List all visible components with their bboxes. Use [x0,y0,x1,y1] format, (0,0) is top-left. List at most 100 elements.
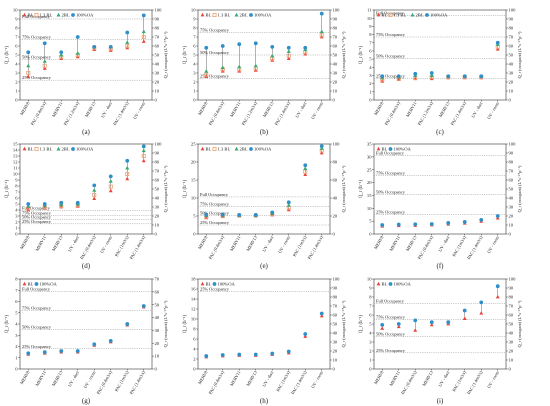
x-tick-label: PAC (1m3/s) [114,235,130,258]
y-tick-label: 8 [193,327,196,332]
y-tick-label: 10 [191,196,196,201]
y2-tick-label: 20 [509,214,514,219]
point-oa [75,200,80,205]
reference-line-label: 50% Occupancy [22,215,52,220]
reference-line-label: 75% Occupancy [22,210,52,215]
y2-tick-label: 30 [509,71,514,76]
point-oa [319,11,324,16]
panel-label: (d) [82,262,91,270]
y2-tick-label: 10 [509,223,514,228]
panel-label: (e) [260,262,268,270]
panel-label: (c) [436,128,444,136]
y-tick-label: 7 [15,288,18,293]
y2-tick-label: 40 [155,62,160,67]
x-tick-label: MERV8 [197,100,209,116]
legend-marker-oa [388,282,393,286]
plot-frame [197,143,331,235]
x-tick-label: MERV11 [388,370,401,387]
point-bl2 [220,65,225,70]
point-oa [270,210,275,215]
point-bl2 [237,64,242,69]
y2-tick-label: 100 [333,8,341,13]
y2-tick-label: 70 [155,277,160,282]
legend-label-oa: 100%OA [254,13,272,18]
legend-label-bl13: 1.3 BL [218,147,231,152]
legend-marker-bl13 [212,12,217,17]
y-tick-label: 4 [15,322,18,327]
y-tick-label: 9 [193,17,196,22]
y-tick-label: 0 [193,98,196,103]
legend-marker-bl2 [234,146,239,151]
y2-tick-label: 30 [509,205,514,210]
x-tick-label: PAC (1m3/s) [292,235,308,258]
point-oa [108,45,113,49]
legend-marker-oa [34,282,39,286]
point-oa [396,74,401,79]
y-tick-label: 5 [369,219,372,224]
point-oa [26,50,31,55]
y2-tick-label: 100 [155,142,163,147]
x-tick-label: PAC (1m3/s) [451,235,467,258]
y-tick-label: 10 [191,8,196,13]
x-tick-label: MERV8 [19,234,31,250]
y2-axis-label: Q_r (occupant) (L*s⁻¹*p⁻¹) [341,31,346,78]
point-oa [141,144,146,149]
point-oa [141,304,146,308]
point-bl13 [92,192,97,197]
legend-marker-bl2 [410,12,415,17]
panel-e: 0 5 10 15 20 25 0 20 40 60 80 100 Q_r (h⁻¹) Q_r (occu… [182,142,346,270]
y2-tick-label: 90 [509,286,514,291]
y2-tick-label: 40 [155,315,160,320]
y2-axis-label: Q_r (occupant) (L*s⁻¹*p⁻¹) [517,31,522,78]
point-oa [125,322,130,326]
y-tick-label: 9 [369,286,372,291]
y-tick-label: 8 [15,277,18,282]
y2-tick-label: 60 [155,289,160,294]
point-bl13 [303,169,308,174]
point-oa [303,45,308,50]
point-bl [141,158,146,163]
point-bl [303,172,308,176]
y-tick-label: 8 [15,26,18,31]
point-oa [446,74,451,79]
x-tick-label: MERV8 [19,369,31,385]
y-tick-label: 0 [15,367,18,372]
point-bl13 [319,33,324,38]
y-tick-label: 3 [369,340,372,345]
point-oa [462,308,467,313]
x-tick-label: PAC (1.4m3/s) [290,370,308,396]
y2-tick-label: 20 [333,349,338,354]
point-oa [75,349,80,353]
y2-tick-label: 0 [509,98,512,103]
y2-tick-label: 50 [155,53,160,58]
y2-tick-label: 50 [333,53,338,58]
y2-tick-label: 60 [155,44,160,49]
y2-tick-label: 40 [509,62,514,67]
y-tick-label: 7 [193,35,196,40]
y-tick-label: 5 [369,57,372,62]
y2-tick-label: 20 [155,214,160,219]
y2-tick-label: 10 [155,89,160,94]
point-bl2 [92,188,97,192]
x-tick-label: PAC (1.4m3/s) [307,235,325,261]
y-tick-label: 7 [15,190,18,195]
y2-tick-label: 100 [509,142,517,147]
x-tick-label: MERV13 [245,234,258,252]
y-tick-label: 12 [191,307,196,312]
y-tick-label: 2 [15,344,18,349]
x-tick-label: PAC (1.2m3/s) [241,101,259,127]
x-tick-label: MERV13 [51,369,64,387]
y-tick-label: 2 [15,220,18,225]
legend-marker-bl [376,12,381,17]
y-tick-label: 6 [193,337,196,342]
y-tick-label: 9 [369,24,372,29]
legend-label-bl13: 1.3 BL [40,13,53,18]
y2-tick-label: 0 [333,98,336,103]
legend-label-bl: BL [206,282,212,287]
y2-axis-label: Q_r (occupant) (L*s⁻¹*p⁻¹) [341,165,346,212]
x-tick-label: MERV13 [262,100,275,118]
point-oa [495,284,500,289]
y-tick-label: 0 [15,98,18,103]
x-tick-label: UV - duct [67,369,80,387]
